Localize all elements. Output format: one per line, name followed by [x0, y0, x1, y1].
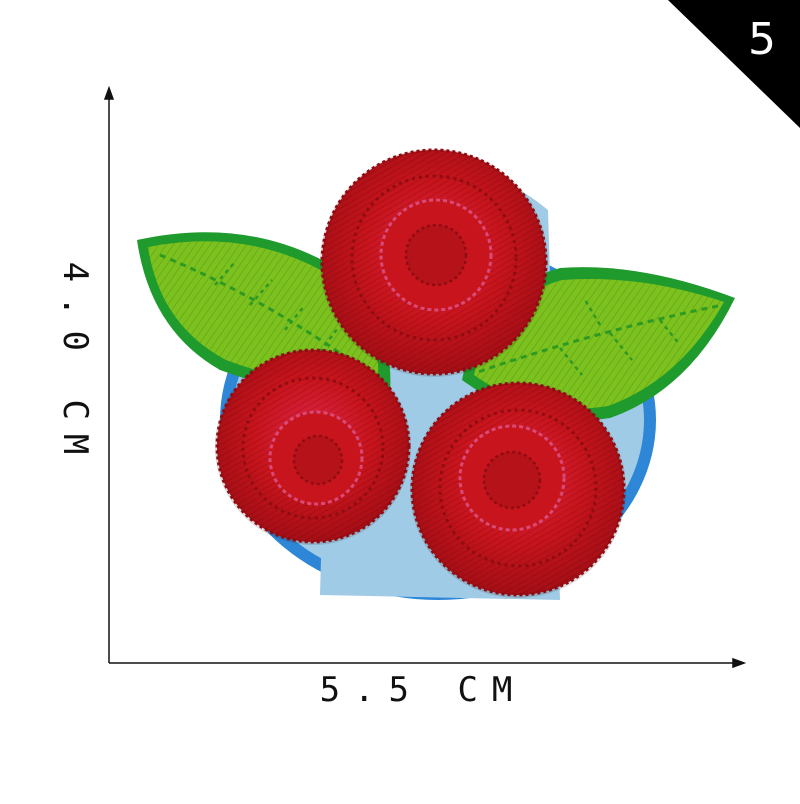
rose-bottom-left	[215, 348, 411, 545]
rose-bottom-right	[410, 381, 626, 598]
height-dimension-label: 4.0 CM	[55, 261, 95, 469]
variant-number: 5	[748, 14, 776, 65]
rose-top	[320, 148, 548, 377]
corner-badge	[668, 0, 800, 128]
right-leaf	[462, 267, 735, 421]
width-dimension-label: 5.5 CM	[319, 670, 527, 710]
dimension-axes	[103, 85, 747, 669]
